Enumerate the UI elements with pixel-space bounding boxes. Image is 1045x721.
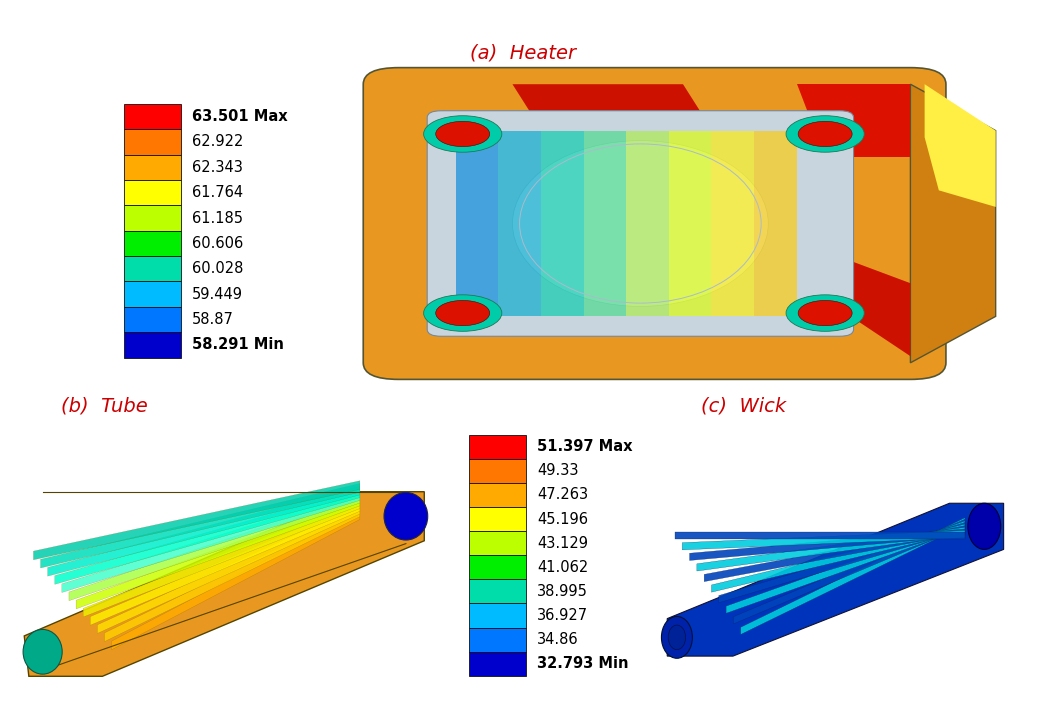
Text: 62.922: 62.922 (192, 134, 243, 149)
Text: (b)  Tube: (b) Tube (61, 397, 148, 415)
Circle shape (786, 295, 864, 331)
Polygon shape (719, 523, 965, 603)
FancyBboxPatch shape (427, 111, 854, 336)
Polygon shape (456, 131, 498, 317)
Polygon shape (811, 257, 910, 356)
Polygon shape (704, 526, 965, 582)
Bar (469, 531, 526, 555)
Text: 41.062: 41.062 (537, 559, 588, 575)
Text: 60.606: 60.606 (192, 236, 243, 251)
FancyBboxPatch shape (364, 68, 946, 379)
Text: (c)  Wick: (c) Wick (701, 397, 787, 415)
Polygon shape (24, 492, 424, 676)
Text: 61.185: 61.185 (192, 211, 243, 226)
Text: 38.995: 38.995 (537, 584, 587, 599)
Ellipse shape (512, 141, 768, 306)
Bar (124, 332, 181, 358)
Polygon shape (754, 131, 796, 317)
Polygon shape (697, 527, 965, 571)
Polygon shape (669, 131, 712, 317)
Bar (469, 507, 526, 531)
Text: 60.028: 60.028 (192, 261, 243, 276)
Text: (a)  Heater: (a) Heater (469, 43, 576, 62)
Polygon shape (76, 497, 359, 609)
Polygon shape (675, 532, 965, 539)
Polygon shape (690, 529, 965, 560)
Circle shape (798, 121, 852, 146)
Polygon shape (498, 131, 541, 317)
Polygon shape (97, 505, 359, 634)
Polygon shape (112, 510, 359, 650)
Polygon shape (62, 492, 359, 593)
Polygon shape (910, 84, 996, 363)
Text: 49.33: 49.33 (537, 464, 579, 478)
Bar (124, 104, 181, 129)
Polygon shape (512, 84, 740, 174)
Text: 58.87: 58.87 (192, 312, 234, 327)
Polygon shape (48, 486, 359, 576)
Bar (124, 205, 181, 231)
Text: 51.397 Max: 51.397 Max (537, 439, 632, 454)
Ellipse shape (23, 629, 63, 674)
Text: 32.793 Min: 32.793 Min (537, 656, 628, 671)
Polygon shape (734, 519, 965, 624)
Polygon shape (682, 531, 965, 550)
Polygon shape (84, 500, 359, 617)
Text: 61.764: 61.764 (192, 185, 243, 200)
Bar (469, 483, 526, 507)
Polygon shape (741, 518, 965, 634)
Polygon shape (33, 481, 359, 559)
Polygon shape (925, 84, 996, 207)
Circle shape (436, 121, 490, 146)
Polygon shape (726, 521, 965, 614)
Bar (124, 307, 181, 332)
Bar (469, 627, 526, 652)
Polygon shape (90, 503, 359, 625)
Ellipse shape (661, 616, 693, 658)
Bar (469, 652, 526, 676)
Polygon shape (712, 524, 965, 592)
Text: 62.343: 62.343 (192, 160, 242, 174)
Text: 43.129: 43.129 (537, 536, 588, 551)
Bar (469, 603, 526, 627)
Bar (124, 129, 181, 154)
Text: 63.501 Max: 63.501 Max (192, 109, 287, 124)
Polygon shape (626, 131, 669, 317)
Circle shape (423, 295, 502, 331)
Circle shape (423, 115, 502, 152)
Ellipse shape (668, 625, 686, 650)
Bar (124, 154, 181, 180)
Bar (469, 555, 526, 579)
Bar (469, 579, 526, 603)
Polygon shape (41, 484, 359, 568)
Text: 45.196: 45.196 (537, 511, 588, 526)
Bar (124, 180, 181, 205)
Bar (124, 281, 181, 307)
Polygon shape (104, 508, 359, 642)
Text: 47.263: 47.263 (537, 487, 588, 503)
Ellipse shape (968, 503, 1001, 549)
Text: 58.291 Min: 58.291 Min (192, 337, 284, 353)
Polygon shape (54, 489, 359, 584)
Polygon shape (712, 131, 754, 317)
Polygon shape (583, 131, 626, 317)
Text: 36.927: 36.927 (537, 608, 588, 623)
Bar (124, 256, 181, 281)
Polygon shape (796, 84, 910, 157)
Text: 34.86: 34.86 (537, 632, 579, 647)
Text: 59.449: 59.449 (192, 287, 243, 301)
Circle shape (436, 301, 490, 326)
Polygon shape (667, 503, 1003, 656)
Circle shape (798, 301, 852, 326)
Bar (469, 459, 526, 483)
Bar (469, 435, 526, 459)
Circle shape (786, 115, 864, 152)
Polygon shape (541, 131, 583, 317)
Bar (124, 231, 181, 256)
Polygon shape (69, 495, 359, 601)
Ellipse shape (385, 492, 427, 540)
